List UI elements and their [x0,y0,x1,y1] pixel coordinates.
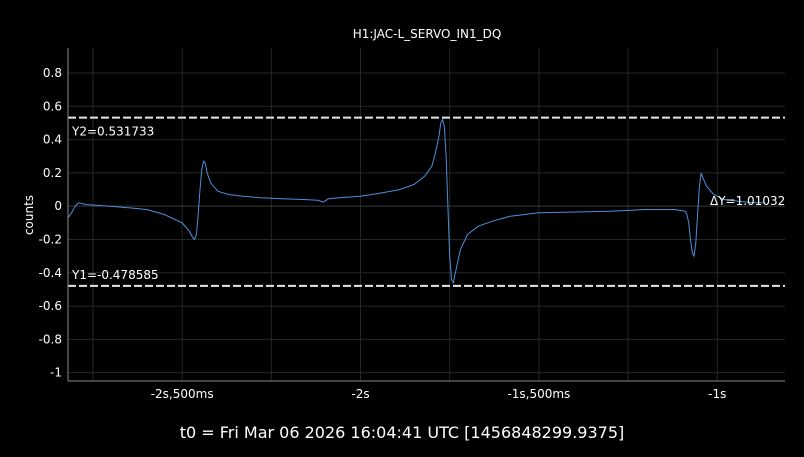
t0-timestamp: t0 = Fri Mar 06 2026 16:04:41 UTC [14568… [179,423,625,442]
y-tick-label: -0.2 [39,232,62,246]
cursor-label: Y1=-0.478585 [71,268,159,282]
y-tick-label: -1 [50,366,62,380]
y-tick-label: -0.4 [39,266,62,280]
y-tick-label: -0.8 [39,332,62,346]
y-tick-label: -0.6 [39,299,62,313]
y-tick-label: 0 [54,199,62,213]
series-layer [67,118,764,285]
y-tick-label: 0.4 [43,133,62,147]
cursor-label: Y2=0.531733 [71,125,154,139]
x-tick-label: -1s,500ms [507,387,570,401]
y-tick-label: 0.8 [43,66,62,80]
grid-lines [68,48,785,381]
x-tick-label: -2s,500ms [151,387,214,401]
y-tick-label: 0.2 [43,166,62,180]
y-axis-label: counts [22,195,36,235]
axes [67,48,785,382]
y-tick-label: 0.6 [43,99,62,113]
signal-line [67,118,764,285]
chart-title: H1:JAC-L_SERVO_IN1_DQ [353,27,502,41]
tick-labels: 0.8 0.6 0.4 0.2 0 -0.2 -0.4 -0.6 -0.8 -1 -2s,500ms… [39,66,727,401]
delta-y-label: ΔY=1.01032 [710,194,785,208]
x-tick-label: -1s [708,387,726,401]
x-tick-label: -2s [351,387,369,401]
cursor-layer: Y2=0.531733 Y1=-0.478585 [68,116,785,287]
